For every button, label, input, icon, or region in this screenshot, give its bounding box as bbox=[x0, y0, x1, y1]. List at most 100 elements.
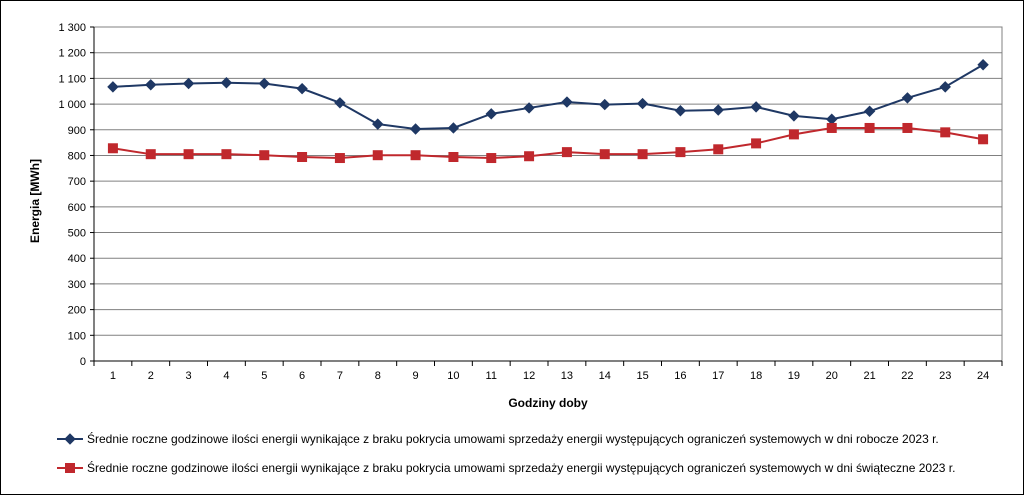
legend-item-1: Średnie roczne godzinowe ilości energii … bbox=[57, 431, 939, 446]
data-point bbox=[675, 147, 686, 158]
legend-item-2: Średnie roczne godzinowe ilości energii … bbox=[57, 460, 955, 475]
data-point bbox=[978, 134, 989, 145]
x-tick-label: 24 bbox=[977, 370, 989, 382]
x-tick-label: 14 bbox=[599, 370, 611, 382]
data-point bbox=[599, 149, 610, 160]
data-point bbox=[372, 118, 384, 130]
x-axis-title: Godziny doby bbox=[508, 396, 588, 410]
x-tick-label: 20 bbox=[826, 370, 838, 382]
x-tick-label: 13 bbox=[561, 370, 573, 382]
x-tick-label: 10 bbox=[447, 370, 459, 382]
series-2 bbox=[107, 122, 989, 164]
y-tick-label: 400 bbox=[68, 253, 86, 265]
x-tick-label: 15 bbox=[636, 370, 648, 382]
data-point bbox=[220, 77, 233, 89]
data-point bbox=[182, 77, 195, 90]
data-point bbox=[410, 150, 421, 161]
x-tick-label: 19 bbox=[788, 370, 800, 382]
data-point bbox=[485, 108, 497, 120]
gridlines bbox=[94, 26, 1002, 336]
data-point bbox=[258, 77, 270, 90]
x-tick-label: 3 bbox=[186, 370, 192, 382]
y-tick-label: 0 bbox=[80, 356, 86, 368]
plot-area bbox=[93, 26, 1003, 362]
data-point bbox=[561, 147, 572, 158]
x-tick-label: 2 bbox=[148, 370, 154, 382]
data-point bbox=[636, 97, 649, 110]
x-tick-label: 22 bbox=[901, 370, 913, 382]
legend-marker bbox=[64, 433, 76, 445]
data-point bbox=[334, 97, 346, 109]
x-tick-label: 12 bbox=[523, 370, 535, 382]
series-line bbox=[112, 63, 984, 131]
data-point bbox=[561, 96, 573, 108]
data-point bbox=[826, 113, 838, 125]
data-point bbox=[409, 123, 422, 135]
legend-label: Średnie roczne godzinowe ilości energii … bbox=[87, 431, 939, 446]
data-point bbox=[712, 104, 724, 116]
x-tick-label: 17 bbox=[712, 370, 724, 382]
series-line bbox=[112, 126, 984, 160]
data-point bbox=[523, 102, 535, 114]
y-tick-label: 600 bbox=[68, 202, 86, 214]
data-point bbox=[221, 149, 232, 160]
legend: Średnie roczne godzinowe ilości energii … bbox=[57, 431, 955, 475]
series-1 bbox=[107, 59, 989, 135]
data-point bbox=[296, 82, 308, 95]
y-tick-label: 300 bbox=[68, 279, 86, 291]
data-point bbox=[826, 122, 837, 133]
y-tick-label: 800 bbox=[68, 150, 86, 162]
data-point bbox=[674, 105, 687, 117]
y-tick-label: 500 bbox=[68, 228, 86, 240]
series-lines bbox=[107, 59, 989, 164]
data-point bbox=[145, 79, 157, 91]
data-point bbox=[863, 105, 876, 117]
x-tick-label: 5 bbox=[261, 370, 267, 382]
y-tick-label: 1 200 bbox=[58, 48, 86, 60]
axes: 0 100 200 300 400 500 600 700 800 900 1 000 1 100 1 … bbox=[58, 22, 1003, 382]
data-point bbox=[334, 153, 345, 164]
data-point bbox=[107, 143, 118, 154]
data-point bbox=[637, 149, 648, 160]
data-point bbox=[107, 81, 119, 93]
data-point bbox=[183, 149, 194, 160]
data-point bbox=[751, 138, 762, 149]
y-tick-label: 900 bbox=[68, 125, 86, 137]
x-tick-label: 11 bbox=[486, 370, 497, 382]
x-tick-label: 4 bbox=[223, 370, 229, 382]
data-point bbox=[940, 127, 951, 138]
data-point bbox=[447, 122, 460, 134]
x-tick-label: 16 bbox=[674, 370, 686, 382]
x-tick-label: 18 bbox=[750, 370, 762, 382]
x-tick-label: 6 bbox=[299, 370, 305, 382]
y-tick-label: 100 bbox=[68, 330, 86, 342]
y-axis-title: Energia [MWh] bbox=[28, 159, 42, 243]
x-tick-label: 7 bbox=[337, 370, 343, 382]
data-point bbox=[599, 98, 611, 111]
legend-label: Średnie roczne godzinowe ilości energii … bbox=[87, 460, 955, 475]
y-tick-label: 1 000 bbox=[58, 99, 86, 111]
y-tick-label: 1 300 bbox=[58, 22, 86, 34]
data-point bbox=[448, 152, 459, 163]
data-point bbox=[788, 129, 799, 140]
data-point bbox=[901, 92, 914, 104]
legend-marker bbox=[65, 463, 75, 473]
data-point bbox=[939, 81, 951, 93]
data-point bbox=[372, 150, 383, 161]
y-tick-label: 200 bbox=[68, 305, 86, 317]
data-point bbox=[902, 122, 913, 133]
x-tick-label: 8 bbox=[375, 370, 381, 382]
x-tick-label: 23 bbox=[939, 370, 951, 382]
data-point bbox=[524, 151, 535, 162]
x-tick-label: 9 bbox=[413, 370, 419, 382]
x-tick-label: 21 bbox=[863, 370, 875, 382]
data-point bbox=[486, 153, 497, 164]
data-point bbox=[750, 101, 762, 113]
y-tick-label: 1 100 bbox=[58, 73, 86, 85]
data-point bbox=[977, 59, 989, 71]
data-point bbox=[145, 149, 156, 160]
data-point bbox=[259, 150, 270, 161]
data-point bbox=[864, 122, 875, 133]
